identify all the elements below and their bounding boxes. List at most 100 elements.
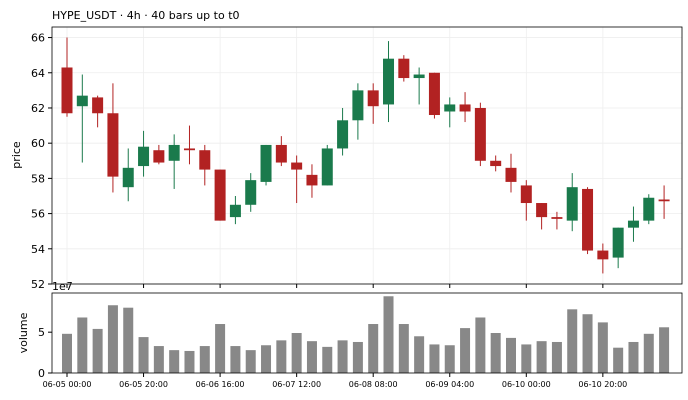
volume-bar [322, 346, 333, 373]
volume-bar [77, 317, 88, 373]
x-tick-label: 06-10 20:00 [578, 380, 627, 389]
candle-body [321, 148, 333, 186]
y-tick-label: 60 [31, 137, 45, 150]
volume-bar [659, 327, 670, 373]
volume-bar [414, 336, 425, 373]
volume-bar [460, 328, 471, 373]
volume-bar [276, 340, 287, 373]
volume-bar [383, 296, 394, 373]
y-axis-label: price [10, 141, 23, 169]
volume-bar [153, 346, 164, 373]
candle-body [122, 167, 134, 188]
candle-body [643, 197, 655, 221]
x-tick-label: 06-06 16:00 [196, 380, 245, 389]
candle-body [76, 95, 88, 107]
candle-body [367, 90, 379, 107]
volume-bar [398, 324, 409, 373]
volume-bar [536, 341, 547, 373]
volume-bar [169, 350, 180, 373]
plot-frame [51, 292, 683, 374]
volume-bar [306, 341, 317, 373]
candle-body [138, 146, 150, 167]
candle-body [107, 113, 119, 177]
x-tick-label: 06-05 00:00 [43, 380, 92, 389]
volume-bar [551, 341, 562, 373]
volume-bar [107, 305, 118, 373]
candle-body [566, 187, 578, 221]
volume-bar [199, 346, 210, 373]
candle-body [92, 97, 104, 114]
volume-bar [261, 345, 272, 373]
y-tick-label: 54 [31, 243, 45, 256]
y-tick-label: 66 [31, 32, 45, 45]
candle-body [214, 169, 226, 221]
candle-body [275, 144, 287, 163]
y-tick-label: 5 [38, 326, 45, 339]
volume-bar [475, 317, 486, 373]
candle-body [582, 188, 594, 251]
y-tick-label: 62 [31, 102, 45, 115]
volume-bar [597, 322, 608, 373]
candle-body [245, 180, 257, 205]
volume-bar [184, 350, 195, 373]
volume-bar [352, 341, 363, 373]
volume-bar [567, 309, 578, 373]
y-tick-label: 64 [31, 67, 45, 80]
candle-body [260, 144, 272, 182]
x-tick-label: 06-05 20:00 [119, 380, 168, 389]
y-tick-label: 0 [38, 367, 45, 380]
volume-bar [92, 328, 103, 373]
x-tick-label: 06-10 00:00 [502, 380, 551, 389]
candle-body [459, 104, 471, 112]
volume-bar [582, 314, 593, 373]
volume-bar [291, 333, 302, 373]
y-tick-label: 58 [31, 172, 45, 185]
volume-bar [429, 344, 440, 373]
candle-body [398, 58, 410, 79]
candle-body [505, 167, 517, 182]
y-tick-label: 52 [31, 278, 45, 291]
volume-bar [490, 333, 501, 373]
candle-body [61, 67, 73, 114]
candle-body [337, 120, 349, 149]
volume-bar [337, 340, 348, 373]
y-axis-label: volume [17, 312, 30, 353]
offset-label: 1e7 [52, 280, 73, 293]
candle-body [383, 58, 395, 105]
candle-body [597, 250, 609, 260]
volume-bar [444, 345, 455, 373]
volume-bar [521, 344, 532, 373]
volume-bar [613, 347, 624, 373]
volume-bar [368, 324, 379, 373]
candle-body [352, 90, 364, 121]
candle-body [490, 160, 502, 167]
candle-body [291, 162, 303, 170]
x-tick-label: 06-08 08:00 [349, 380, 398, 389]
candle-body [474, 107, 486, 161]
volume-bar [138, 337, 149, 373]
volume-bar [245, 350, 256, 373]
volume-bar [62, 333, 72, 373]
candle-body [551, 217, 563, 219]
volume-bar [643, 333, 654, 373]
volume-bar [505, 337, 516, 373]
volume-bar [123, 307, 134, 373]
candle-body [444, 104, 456, 112]
candle-body [306, 174, 318, 186]
plot-frame [51, 26, 683, 285]
volume-bar [215, 324, 226, 373]
candle-body [413, 74, 425, 79]
chart-title: HYPE_USDT · 4h · 40 bars up to t0 [52, 9, 240, 22]
candle-body [229, 204, 241, 218]
candle-body [627, 220, 639, 228]
x-tick-label: 06-09 04:00 [425, 380, 474, 389]
candle-body [520, 185, 532, 204]
candle-body [168, 144, 180, 161]
candle-body [183, 148, 195, 151]
volume-bar [628, 341, 639, 373]
candle-body [658, 199, 670, 202]
candle-body [428, 72, 440, 116]
candle-body [199, 150, 211, 170]
x-tick-label: 06-07 12:00 [272, 380, 321, 389]
